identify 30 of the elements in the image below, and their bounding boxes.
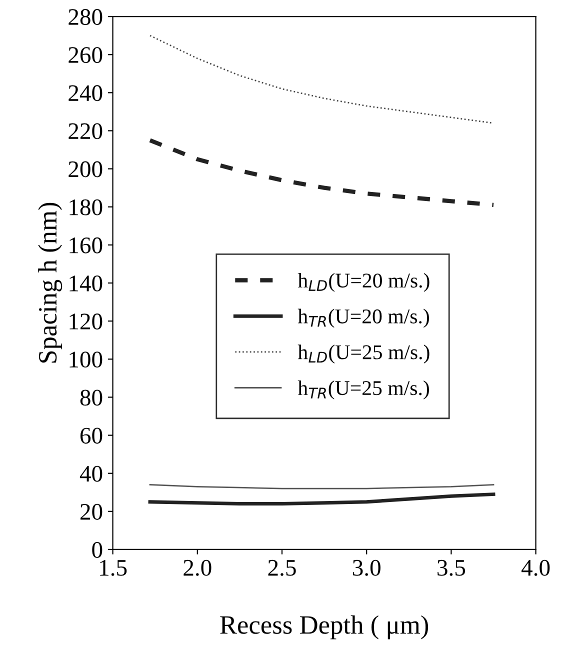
legend-label: h$_{LD}$(U=25 m/s.) [298,344,430,364]
y-tick-label: 0 [92,542,102,558]
x-tick-label: 2.5 [268,560,296,576]
y-tick-label: 260 [68,47,102,64]
y-tick-label: 100 [70,352,102,368]
legend-label: h$_{LD}$(U=20 m/s.) [298,272,430,292]
y-tick-label: 220 [68,123,102,140]
x-tick-label: 3.5 [438,560,466,576]
y-tick-label: 60 [80,428,102,444]
y-tick-label: 40 [80,466,102,482]
legend-label: h$_{TR}$(U=20 m/s.) [298,308,429,328]
x-tick-label: 4.0 [522,560,550,576]
legend-label: h$_{TR}$(U=25 m/s.) [298,380,429,400]
y-tick-label: 240 [68,85,102,102]
x-tick-label: 2.0 [184,560,212,576]
y-tick-label: 180 [70,199,102,216]
x-tick-label: 1.5 [100,560,127,576]
y-axis-title: Spacing h (nm) [38,202,62,363]
y-tick-label: 120 [70,314,102,330]
y-tick-label: 280 [68,9,102,25]
y-tick-label: 20 [80,504,102,520]
line-series [149,34,494,124]
x-tick-label: 3.0 [352,560,380,576]
y-tick-label: 200 [68,161,102,178]
y-tick-label: 160 [70,237,102,254]
x-axis-title: Recess Depth ( μm) [220,615,428,640]
line-series [148,492,496,506]
line-series [148,138,496,208]
y-tick-label: 140 [70,275,102,292]
y-tick-label: 80 [80,390,102,406]
